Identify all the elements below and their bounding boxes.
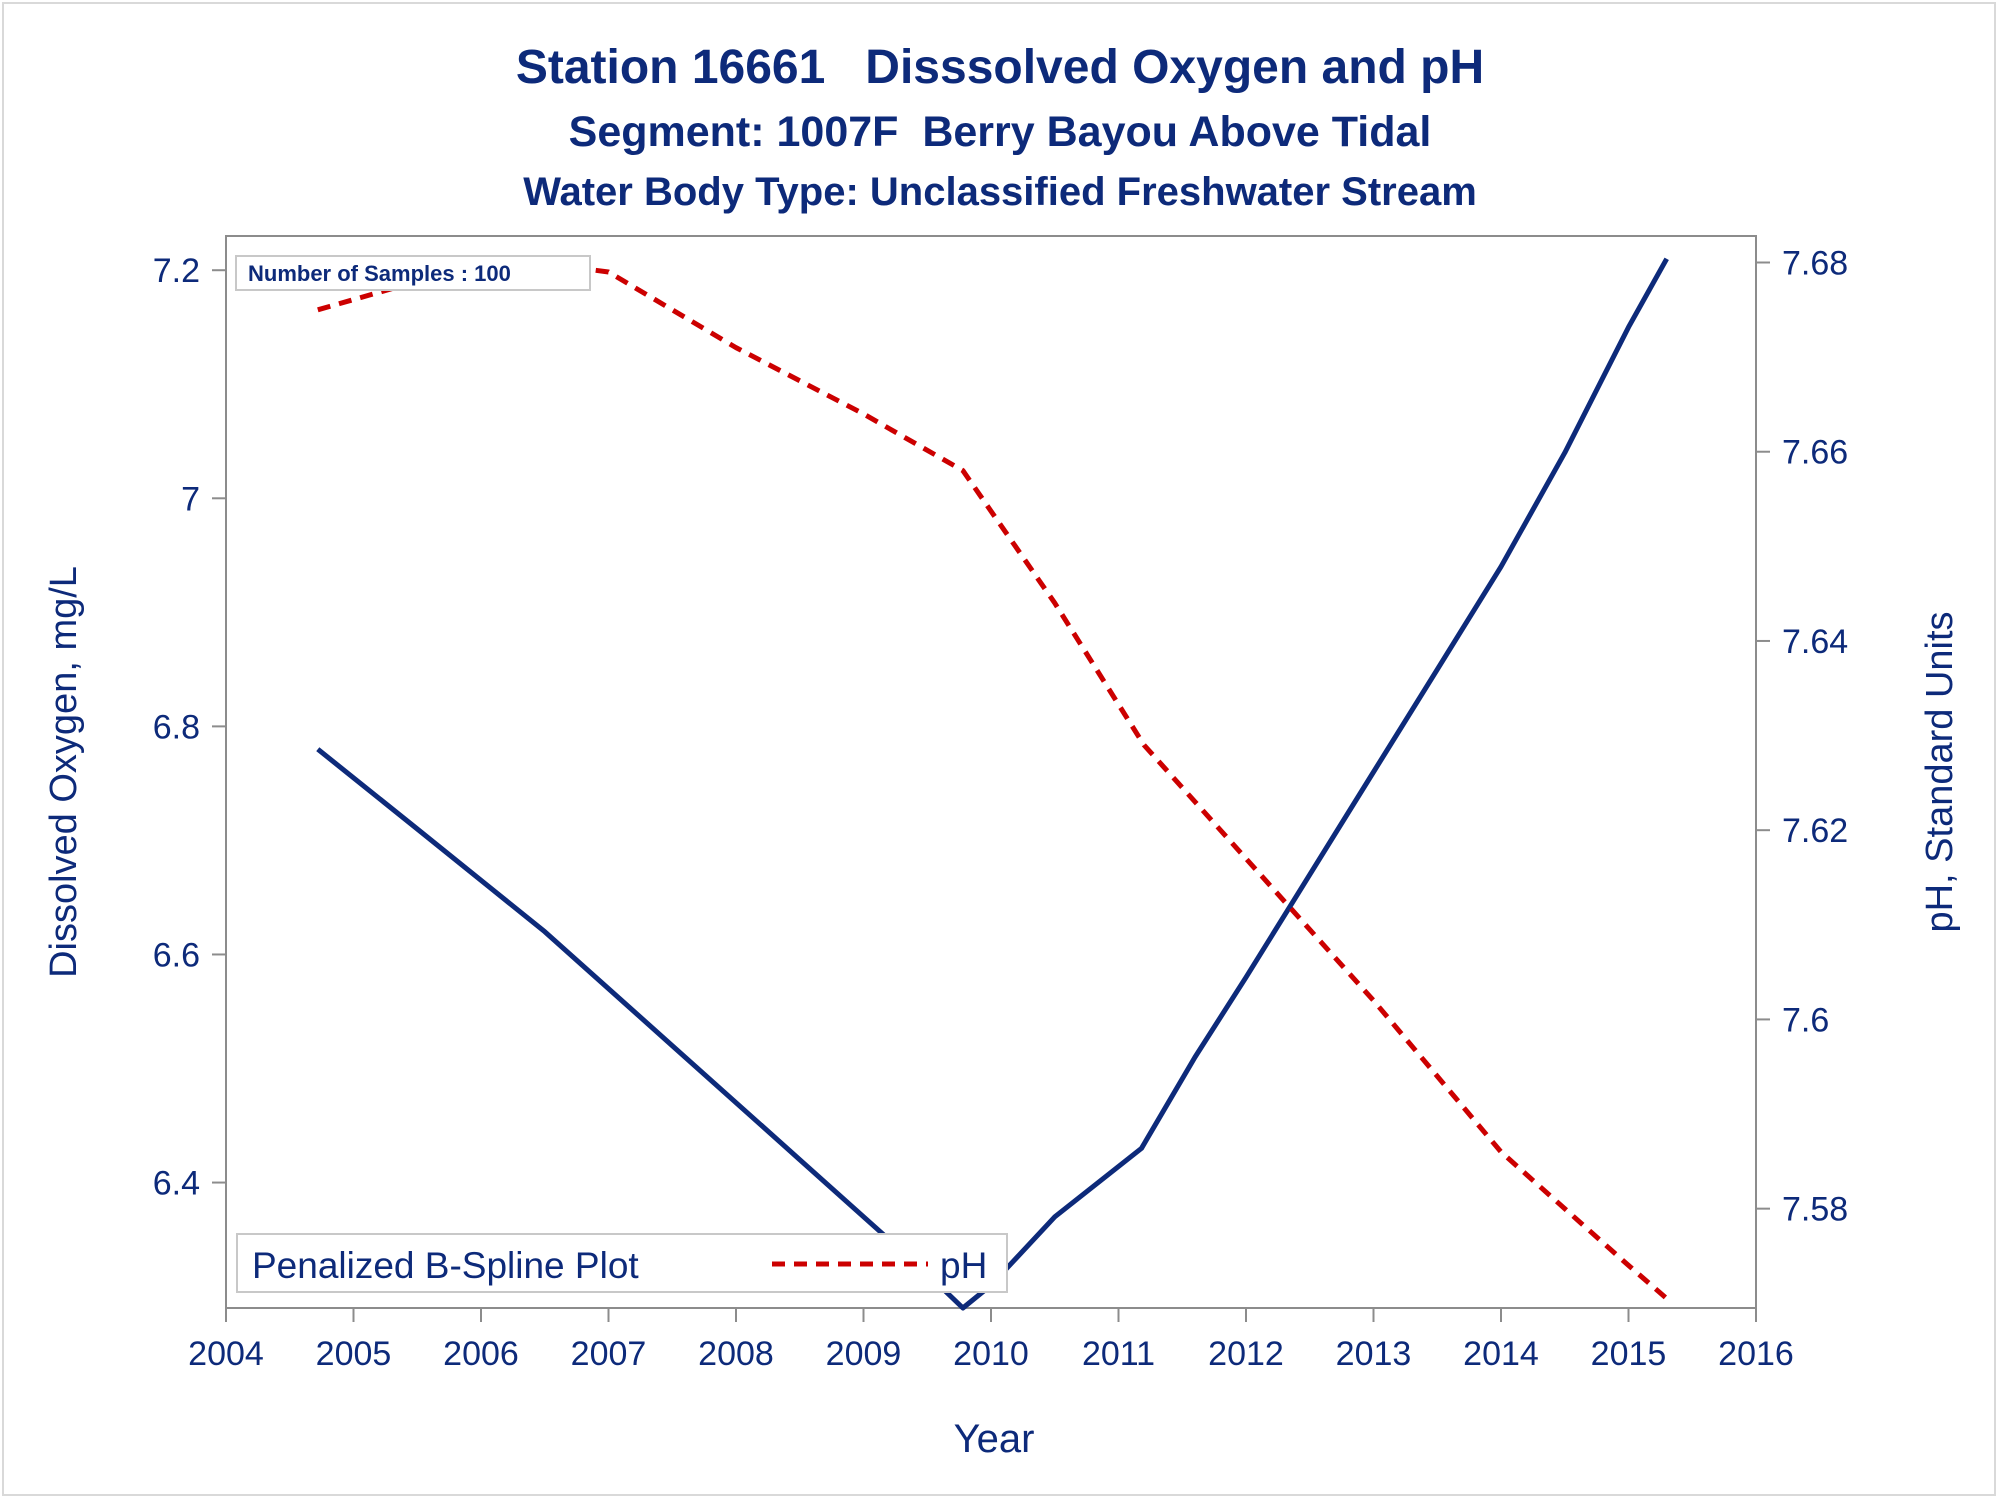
legend: Penalized B-Spline Plot pH bbox=[236, 1233, 1008, 1293]
x-tick-label: 2016 bbox=[1718, 1335, 1794, 1373]
chart-subtitle-water-body: Water Body Type: Unclassified Freshwater… bbox=[523, 170, 1477, 214]
y2-tick-label: 7.64 bbox=[1782, 623, 1848, 661]
samples-label: Number of Samples : 100 bbox=[248, 261, 511, 286]
x-tick-label: 2008 bbox=[698, 1335, 774, 1373]
x-tick-label: 2012 bbox=[1208, 1335, 1284, 1373]
y2-tick-label: 7.58 bbox=[1782, 1191, 1848, 1229]
legend-label-ph: pH bbox=[940, 1245, 987, 1286]
legend-title: Penalized B-Spline Plot bbox=[252, 1245, 639, 1286]
x-tick-label: 2005 bbox=[316, 1335, 392, 1373]
x-tick-label: 2013 bbox=[1336, 1335, 1412, 1373]
y2-tick-label: 7.66 bbox=[1782, 434, 1848, 472]
axes-group: 2004 2005 2006 2007 2008 2009 2010 2011 2012 2013… bbox=[43, 244, 1961, 1461]
x-tick-label: 2004 bbox=[188, 1335, 264, 1373]
x-tick-label: 2010 bbox=[953, 1335, 1029, 1373]
plot-area-group bbox=[225, 235, 1757, 1309]
y-axis-label: Dissolved Oxygen, mg/L bbox=[43, 566, 85, 978]
x-tick-label: 2007 bbox=[571, 1335, 647, 1373]
y-tick-label: 6.8 bbox=[153, 708, 200, 746]
x-tick-label: 2014 bbox=[1463, 1335, 1539, 1373]
chart-subtitle: Segment: 1007F Berry Bayou Above Tidal bbox=[568, 108, 1432, 156]
y2-tick-label: 7.68 bbox=[1782, 244, 1848, 282]
y2-axis-label: pH, Standard Units bbox=[1919, 611, 1961, 932]
y-tick-label: 7.2 bbox=[153, 252, 200, 290]
samples-inset-box bbox=[235, 255, 591, 291]
x-tick-label: 2011 bbox=[1082, 1335, 1155, 1373]
y2-tick-label: 7.6 bbox=[1782, 1001, 1829, 1039]
plot-area bbox=[225, 235, 1757, 1309]
chart-title: Station 16661 Disssolved Oxygen and pH bbox=[515, 41, 1485, 94]
x-tick-label: 2006 bbox=[443, 1335, 519, 1373]
do-series-line bbox=[316, 257, 1669, 1311]
samples-inset: Number of Samples : 100 bbox=[235, 255, 591, 291]
x-tick-label: 2009 bbox=[826, 1335, 902, 1373]
y-tick-label: 6.4 bbox=[153, 1165, 200, 1203]
y-tick-label: 6.6 bbox=[153, 936, 200, 974]
legend-box bbox=[236, 1233, 1008, 1293]
y-tick-label: 7 bbox=[181, 480, 200, 518]
y2-tick-label: 7.62 bbox=[1782, 812, 1848, 850]
x-axis-label: Year bbox=[954, 1417, 1035, 1461]
x-tick-label: 2015 bbox=[1591, 1335, 1667, 1373]
